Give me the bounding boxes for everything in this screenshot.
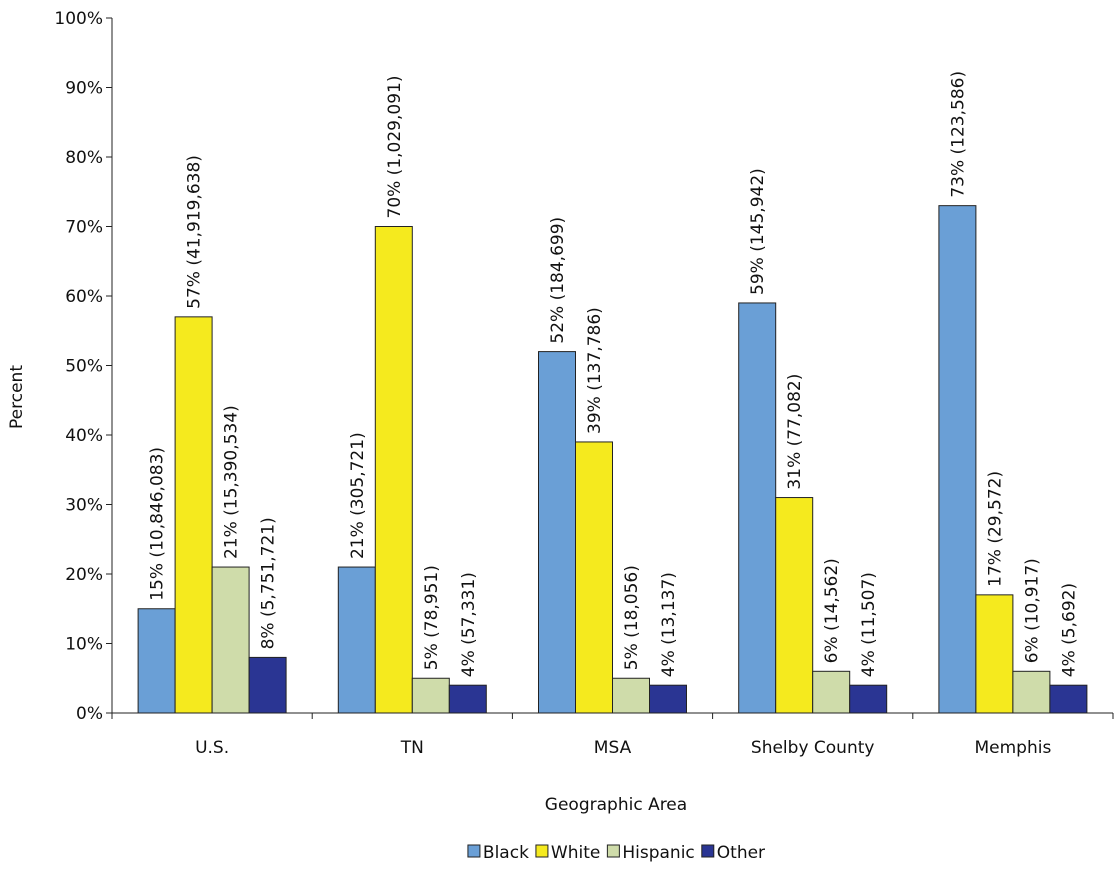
data-label: 6% (10,917) — [1022, 558, 1042, 663]
bar-other — [1049, 684, 1088, 714]
y-tick-label: 60% — [65, 287, 103, 307]
data-label: 8% (5,751,721) — [259, 517, 279, 649]
legend-item: Hispanic — [606, 843, 695, 863]
x-axis-title: Geographic Area — [545, 795, 687, 815]
data-label: 70% (1,029,091) — [385, 76, 405, 219]
bar-hispanic — [411, 677, 450, 714]
data-label: 4% (13,137) — [659, 572, 679, 677]
data-label: 39% (137,786) — [585, 307, 605, 434]
data-label: 21% (305,721) — [348, 432, 368, 559]
y-tick-label: 40% — [65, 426, 103, 446]
data-label: 52% (184,699) — [548, 217, 568, 344]
data-label: 21% (15,390,534) — [222, 405, 242, 559]
y-tick-label: 20% — [65, 565, 103, 585]
data-label: 15% (10,846,083) — [148, 447, 168, 601]
data-label: 4% (5,692) — [1059, 583, 1079, 677]
x-category-label: Memphis — [974, 738, 1051, 758]
bar-hispanic — [812, 670, 851, 714]
bar-other — [649, 684, 687, 714]
data-label: 57% (41,919,638) — [185, 155, 205, 309]
legend-item: White — [535, 843, 600, 863]
x-category-label: Shelby County — [751, 738, 875, 758]
bar-other — [448, 684, 487, 714]
data-label: 59% (145,942) — [748, 168, 768, 295]
bar-hispanic — [612, 677, 650, 714]
x-category-label: TN — [400, 738, 424, 758]
legend-item: Other — [701, 843, 765, 863]
bar-black — [538, 351, 576, 714]
y-tick-label: 100% — [54, 9, 103, 29]
y-tick-label: 70% — [65, 218, 103, 238]
legend-label: Black — [483, 843, 529, 863]
bar-black — [738, 302, 777, 714]
data-label: 4% (57,331) — [459, 572, 479, 677]
legend-label: Other — [717, 843, 765, 863]
bar-black — [137, 608, 176, 714]
legend-item: Black — [467, 843, 529, 863]
bar-white — [174, 316, 213, 714]
data-label: 17% (29,572) — [985, 471, 1005, 587]
bar-hispanic — [211, 566, 250, 714]
data-labels: 15% (10,846,083) 57% (41,919,638) 21% (15,… — [148, 71, 1080, 677]
legend: Black White Hispanic Other — [467, 843, 765, 863]
legend-label: Hispanic — [622, 843, 694, 863]
y-tick-label: 10% — [65, 635, 103, 655]
x-category-label: MSA — [594, 738, 632, 758]
y-tick-label: 90% — [65, 79, 103, 99]
bar-white — [775, 497, 814, 714]
bars — [137, 205, 1088, 714]
y-tick-label: 0% — [76, 704, 103, 724]
data-label: 6% (14,562) — [822, 558, 842, 663]
y-tick-label: 50% — [65, 357, 103, 377]
data-label: 5% (78,951) — [422, 565, 442, 670]
bar-white — [374, 226, 413, 714]
y-tick-label: 30% — [65, 496, 103, 516]
legend-swatch — [467, 844, 481, 858]
bar-other — [248, 656, 287, 714]
data-label: 5% (18,056) — [622, 565, 642, 670]
y-axis-title: Percent — [7, 365, 27, 429]
legend-swatch — [535, 844, 549, 858]
bar-white — [575, 441, 613, 714]
x-category-label: U.S. — [195, 738, 229, 758]
bar-black — [938, 205, 977, 714]
y-tick-label: 80% — [65, 148, 103, 168]
bar-white — [975, 594, 1014, 714]
legend-swatch — [606, 844, 620, 858]
data-label: 4% (11,507) — [859, 572, 879, 677]
legend-label: White — [551, 843, 600, 863]
legend-swatch — [701, 844, 715, 858]
bar-black — [337, 566, 376, 714]
bar-hispanic — [1012, 670, 1051, 714]
data-label: 31% (77,082) — [785, 374, 805, 490]
bar-other — [849, 684, 888, 714]
data-label: 73% (123,586) — [948, 71, 968, 198]
